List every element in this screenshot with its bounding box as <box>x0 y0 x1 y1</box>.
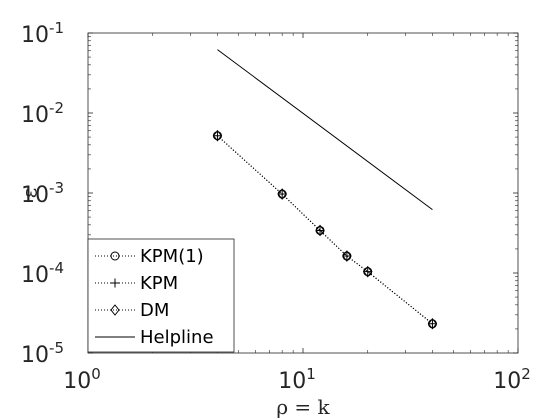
y-tick-label: 10-3 <box>21 179 64 208</box>
legend-box <box>87 238 235 353</box>
y-tick-label: 10-1 <box>21 19 64 48</box>
y-tick-label: 10-5 <box>21 339 64 368</box>
legend-marker-kpm <box>110 278 120 288</box>
data-point-dm <box>342 250 352 262</box>
data-point-dm <box>315 224 325 237</box>
legend-label-dm: DM <box>140 300 169 321</box>
data-point-dm <box>277 188 287 200</box>
x-axis-label: ρ = k <box>276 395 330 419</box>
x-tick-label: 102 <box>493 365 531 394</box>
data-point-kpm <box>363 267 373 277</box>
tick-layer: 100 101 102 10-5 10-4 10-3 10-2 10-1 <box>21 19 531 394</box>
y-axis-label: ε <box>17 188 41 198</box>
legend-marker-kpm1 <box>110 251 120 261</box>
legend-label-kpm1: KPM(1) <box>140 246 204 267</box>
x-tick-label: 101 <box>278 365 316 394</box>
series-layer <box>212 49 438 330</box>
data-point-dm <box>427 317 438 330</box>
y-tick-label: 10-4 <box>21 259 64 288</box>
legend-marker-dm <box>110 304 120 316</box>
data-point-kpm <box>342 251 352 261</box>
legend-label-helpline: Helpline <box>140 327 214 348</box>
data-point-kpm <box>427 319 437 329</box>
data-point-kpm <box>315 225 325 235</box>
legend: KPM(1) KPM DM Helpline <box>87 238 235 353</box>
legend-label-kpm: KPM <box>140 273 178 294</box>
data-point-dm <box>212 129 223 142</box>
series-line-helpline <box>217 49 433 211</box>
series-line-dm <box>217 135 433 325</box>
x-tick-label: 100 <box>63 365 101 394</box>
y-tick-label: 10-2 <box>21 99 64 128</box>
data-point-dm <box>363 265 373 278</box>
